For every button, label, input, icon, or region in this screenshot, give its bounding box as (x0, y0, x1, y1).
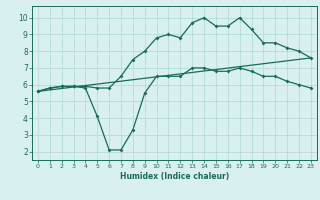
X-axis label: Humidex (Indice chaleur): Humidex (Indice chaleur) (120, 172, 229, 181)
